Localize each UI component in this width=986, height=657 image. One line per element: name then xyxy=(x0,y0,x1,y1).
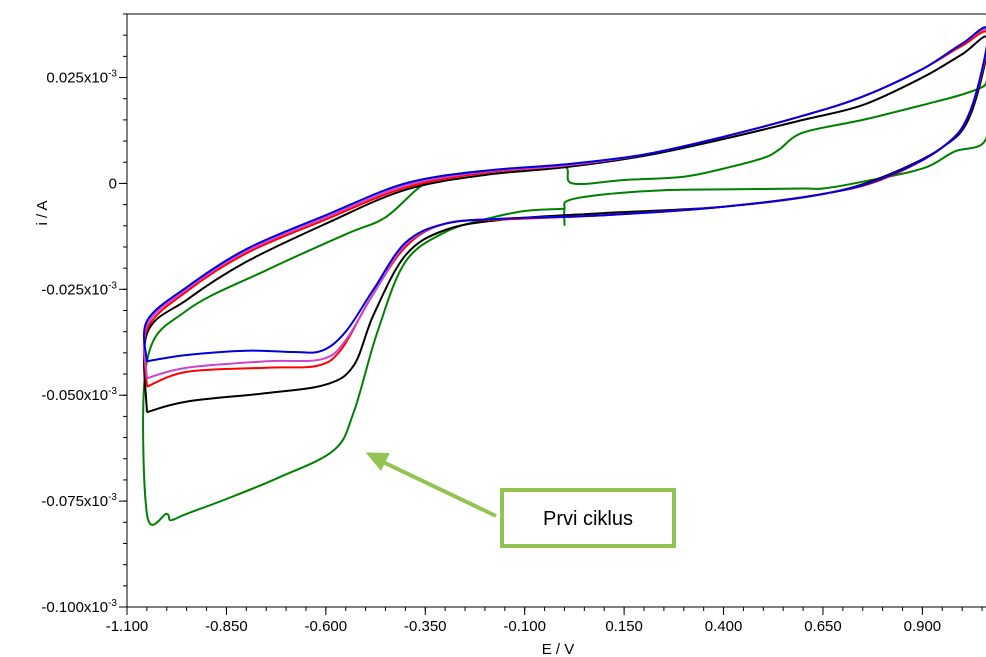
y-tick-text: -0.025x10-3 xyxy=(41,280,117,298)
x-tick-text: -0.100 xyxy=(503,618,546,635)
annotation-arrow-head xyxy=(365,452,390,472)
x-tick-text: -0.600 xyxy=(305,618,348,635)
x-axis-label: E / V xyxy=(542,641,575,657)
y-tick-label: 0.025x10-3 xyxy=(46,69,117,87)
x-tick-label: 0.150 xyxy=(605,618,643,635)
x-tick-label: -0.600 xyxy=(305,618,348,635)
y-tick-text: -0.100x10-3 xyxy=(41,598,117,616)
y-tick-label: -0.100x10-3 xyxy=(41,598,117,616)
x-tick-text: 0.900 xyxy=(904,618,942,635)
annotation-text: Prvi ciklus xyxy=(543,508,633,530)
x-tick-text: -0.850 xyxy=(205,618,248,635)
x-tick-label: -0.100 xyxy=(503,618,546,635)
annotation-layer: Prvi ciklus xyxy=(365,452,676,548)
y-tick-label: -0.025x10-3 xyxy=(41,280,117,298)
y-tick-text: 0 xyxy=(109,175,117,192)
series-layer xyxy=(142,26,986,526)
series-line-5 xyxy=(142,26,986,363)
annotation-arrow-shaft xyxy=(378,458,497,518)
x-tick-label: -1.100 xyxy=(106,618,149,635)
x-tick-label: 0.400 xyxy=(705,618,743,635)
y-tick-label: 0 xyxy=(109,175,117,192)
x-tick-label: 0.900 xyxy=(904,618,942,635)
x-tick-label: -0.850 xyxy=(205,618,248,635)
x-tick-text: 0.400 xyxy=(705,618,743,635)
x-tick-text: -1.100 xyxy=(106,618,149,635)
x-tick-text: 0.650 xyxy=(804,618,842,635)
y-axis-label: i / A xyxy=(34,200,51,225)
x-tick-label: 0.650 xyxy=(804,618,842,635)
y-axis: 0.025x10-3 0 -0.025x10-3 -0.050x10-3 -0.075x… xyxy=(41,13,127,616)
series-line-1 xyxy=(142,79,986,526)
x-tick-text: 0.150 xyxy=(605,618,643,635)
x-axis: -1.100 -0.850 -0.600 -0.350 -0.100 0.150 0.400… xyxy=(106,607,983,635)
y-tick-text: -0.050x10-3 xyxy=(41,386,117,404)
y-tick-text: 0.025x10-3 xyxy=(46,69,117,87)
annotation-box xyxy=(500,488,676,548)
y-tick-text: -0.075x10-3 xyxy=(41,492,117,510)
x-tick-text: -0.350 xyxy=(404,618,447,635)
y-tick-label: -0.075x10-3 xyxy=(41,492,117,510)
series-line-2 xyxy=(142,35,986,414)
x-tick-label: -0.350 xyxy=(404,618,447,635)
y-tick-label: -0.050x10-3 xyxy=(41,386,117,404)
